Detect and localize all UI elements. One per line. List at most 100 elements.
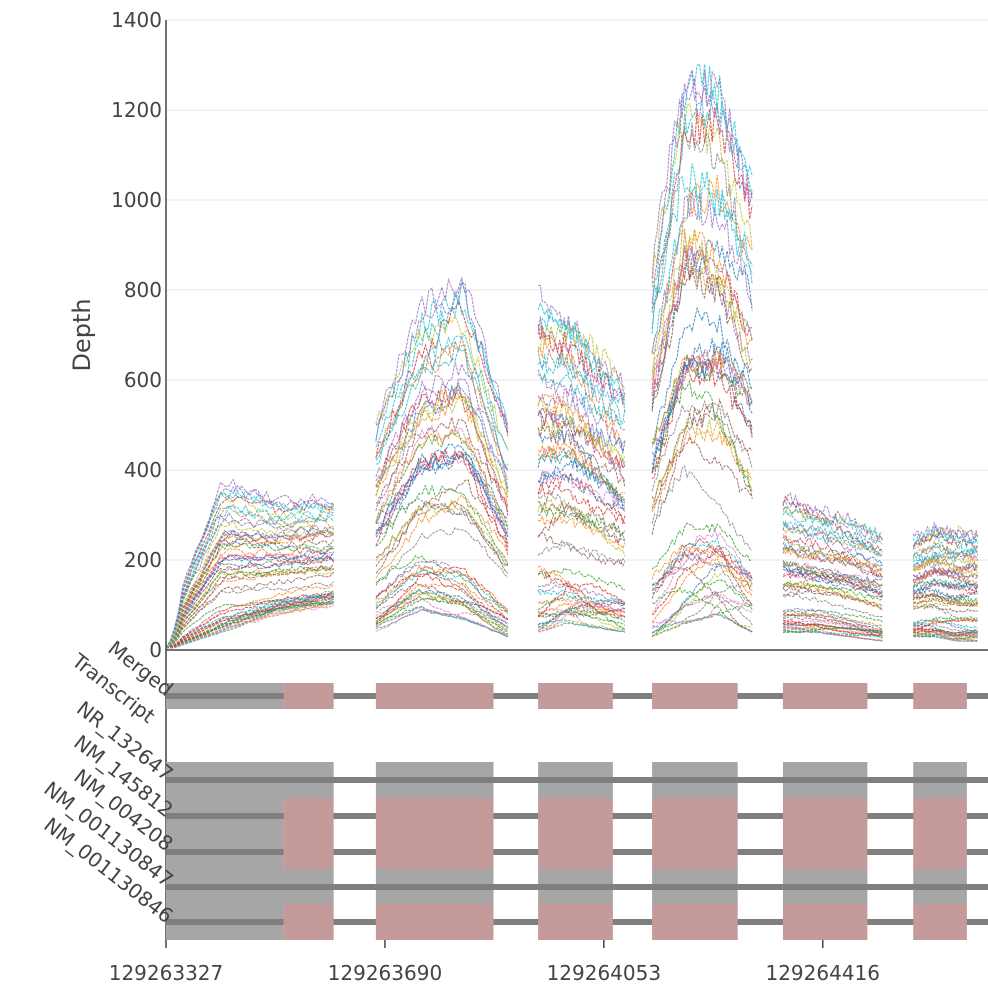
coverage-line: [912, 546, 979, 559]
coverage-line: [165, 555, 335, 649]
utr-center: [375, 884, 494, 890]
coverage-line: [782, 612, 883, 631]
coverage-line: [375, 448, 509, 547]
coverage-line: [165, 592, 334, 649]
coverage-line: [375, 566, 509, 624]
coverage-line: [165, 591, 334, 649]
coverage-line: [782, 619, 883, 637]
coverage-line: [537, 619, 625, 632]
coverage-line: [913, 623, 978, 633]
coverage-line: [651, 587, 753, 633]
y-tick-label: 600: [124, 368, 162, 392]
coverage-line: [782, 576, 883, 595]
coverage-line: [537, 450, 625, 503]
coverage-line: [375, 299, 509, 459]
coverage-line: [782, 581, 883, 611]
coverage-line: [651, 364, 753, 474]
coverage-line: [782, 585, 883, 598]
coverage-line: [651, 544, 753, 585]
coverage-line: [165, 496, 335, 649]
coverage-line: [375, 424, 509, 534]
coverage-line: [651, 69, 753, 304]
coverage-line: [375, 454, 509, 533]
y-tick-label: 1000: [111, 188, 162, 212]
coverage-line: [537, 471, 626, 524]
coverage-line: [165, 601, 334, 649]
coverage-line: [912, 629, 978, 639]
utr-center: [375, 777, 494, 783]
coverage-line: [782, 589, 883, 610]
coverage-line: [375, 554, 509, 614]
coverage-line: [375, 573, 509, 621]
coverage-line: [782, 607, 883, 634]
coverage-line: [651, 354, 753, 480]
coverage-line: [537, 601, 625, 617]
coverage-line: [782, 536, 883, 579]
coverage-line: [913, 525, 979, 549]
coverage-line: [375, 527, 509, 586]
coverage-line: [537, 599, 625, 630]
coverage-line: [165, 581, 335, 649]
y-tick-label: 400: [124, 458, 162, 482]
coverage-line: [782, 547, 883, 578]
coverage-line: [652, 548, 753, 594]
coverage-line: [651, 413, 753, 535]
coverage-line: [537, 409, 626, 454]
cds-block: [538, 798, 613, 834]
coverage-line: [537, 316, 626, 402]
coverage-line: [537, 608, 626, 626]
coverage-line: [651, 427, 753, 513]
cds-block: [913, 834, 967, 870]
coverage-line: [165, 595, 334, 649]
coverage-line: [375, 282, 509, 442]
coverage-line: [782, 527, 883, 557]
x-tick-label: 129263327: [109, 961, 224, 985]
coverage-line: [537, 334, 626, 452]
coverage-line: [782, 612, 883, 627]
cds-block: [782, 834, 868, 870]
coverage-line: [537, 608, 626, 634]
coverage-line: [651, 464, 753, 551]
coverage-line: [375, 388, 509, 516]
coverage-line: [537, 425, 626, 488]
coverage-line: [651, 557, 753, 623]
coverage-line: [912, 568, 978, 586]
utr-center: [166, 884, 334, 890]
coverage-line: [165, 520, 334, 649]
coverage-line: [537, 301, 626, 413]
coverage-line: [651, 78, 753, 278]
cds-block: [283, 798, 334, 834]
coverage-line: [375, 588, 509, 626]
utr-center: [652, 884, 738, 890]
coverage-line: [165, 556, 335, 649]
coverage-line: [375, 361, 509, 478]
y-tick-labels: 0 200 400 600 800 1000 1200 1400: [111, 8, 162, 662]
y-tick-label: 800: [124, 278, 162, 302]
coverage-line: [375, 569, 509, 612]
transcript-row: [166, 834, 988, 870]
coverage-line: [651, 613, 753, 633]
coverage-line: [782, 613, 883, 629]
coverage-line: [782, 506, 883, 542]
coverage-line: [912, 557, 979, 574]
coverage-line: [165, 485, 334, 649]
transcript-tracks: [166, 683, 988, 940]
coverage-line: [165, 553, 334, 649]
coverage-line: [912, 580, 979, 595]
coverage-line: [782, 565, 883, 593]
cds-block: [913, 904, 967, 940]
coverage-line: [165, 589, 335, 649]
coverage-line: [537, 459, 626, 507]
coverage-line: [375, 449, 509, 553]
coverage-line: [375, 598, 509, 628]
coverage-line: [782, 565, 883, 596]
coverage-line: [537, 442, 626, 499]
coverage-line: [651, 265, 753, 402]
coverage-line: [913, 630, 978, 642]
coverage-line: [375, 295, 509, 448]
x-tick-labels: 129263327 129263690 129264053 129264416: [109, 940, 880, 985]
coverage-line: [165, 511, 334, 649]
coverage-line: [537, 348, 625, 431]
coverage-line: [913, 631, 978, 638]
